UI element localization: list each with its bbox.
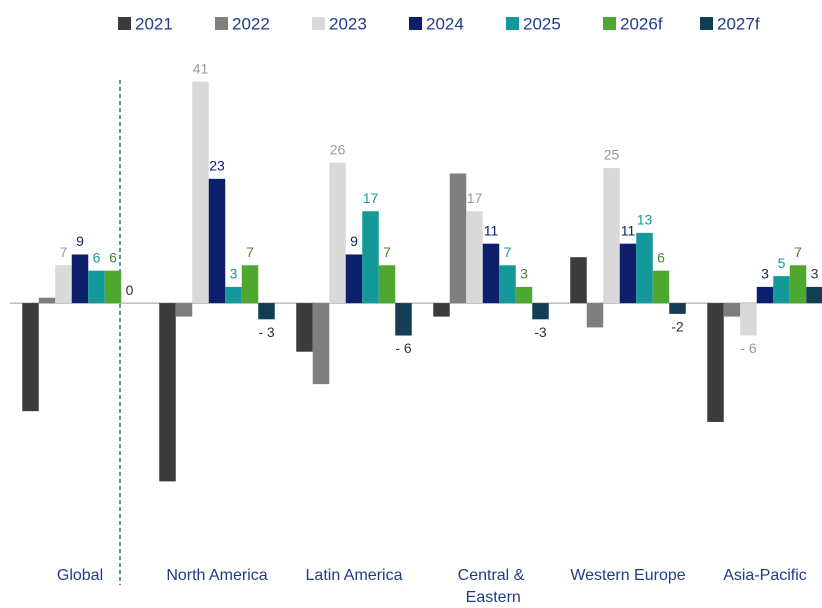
legend-swatch — [409, 17, 422, 30]
bar — [378, 265, 396, 304]
bar — [312, 303, 330, 385]
bar — [258, 303, 275, 320]
bar — [515, 286, 533, 304]
bar — [55, 265, 72, 304]
bar — [296, 303, 313, 352]
data-label: 7 — [60, 244, 68, 260]
bar — [707, 303, 724, 422]
data-label: 11 — [484, 222, 499, 238]
bar — [192, 81, 209, 304]
data-label: 5 — [778, 255, 786, 271]
bar — [449, 173, 467, 304]
legend-label: 2025 — [523, 14, 561, 33]
data-label: 6 — [93, 249, 101, 265]
bar — [71, 254, 89, 304]
bar — [241, 265, 259, 304]
bar — [208, 178, 226, 304]
data-label: 3 — [811, 266, 819, 282]
legend-label: 2023 — [329, 14, 367, 33]
data-label: 7 — [504, 244, 512, 260]
data-label: 17 — [467, 190, 483, 206]
data-label: 9 — [350, 233, 358, 249]
data-label: 7 — [794, 244, 802, 260]
x-tick-label: Western Europe — [570, 567, 685, 584]
legend-label: 2022 — [232, 14, 270, 33]
data-label: 7 — [246, 244, 254, 260]
bar — [740, 303, 757, 336]
legend-swatch — [700, 17, 713, 30]
bar — [636, 232, 653, 304]
x-tick-label: Latin America — [306, 567, 403, 584]
bar — [570, 257, 587, 304]
bar — [669, 303, 686, 314]
legend-label: 2027f — [717, 14, 760, 33]
bar — [773, 276, 790, 304]
x-tick-label: Global — [57, 567, 103, 584]
legend-swatch — [603, 17, 616, 30]
bar — [619, 243, 637, 304]
bar — [362, 211, 379, 304]
data-label: 26 — [330, 141, 346, 157]
data-label: - 6 — [740, 340, 757, 356]
bar — [433, 303, 450, 317]
data-label: 3 — [230, 266, 238, 282]
bar — [88, 270, 105, 304]
data-label: - 3 — [258, 324, 275, 340]
legend-swatch — [118, 17, 131, 30]
data-label: 7 — [383, 244, 391, 260]
bar — [586, 303, 604, 328]
bar — [38, 297, 56, 304]
legend-label: 2026f — [620, 14, 663, 33]
data-label: 41 — [193, 60, 209, 76]
data-label: 0 — [126, 282, 134, 298]
bar — [104, 270, 122, 304]
bar — [345, 254, 363, 304]
bar — [652, 270, 670, 304]
bar — [329, 162, 346, 304]
bar — [22, 303, 39, 412]
legend-swatch — [215, 17, 228, 30]
legend-label: 2024 — [426, 14, 464, 33]
x-tick-label: North America — [166, 567, 267, 584]
bar — [395, 303, 412, 336]
bar — [723, 303, 741, 317]
bar — [466, 211, 483, 304]
x-tick-label: Central & Eastern Europe — [458, 567, 525, 608]
legend-swatch — [312, 17, 325, 30]
data-label: 11 — [621, 222, 636, 238]
data-label: - 6 — [395, 340, 412, 356]
bar — [175, 303, 193, 317]
data-label: -2 — [671, 319, 684, 335]
x-tick-label: Asia-Pacific — [723, 567, 807, 584]
data-label: 3 — [520, 266, 528, 282]
data-label: 25 — [604, 147, 620, 163]
legend-swatch — [506, 17, 519, 30]
bar — [789, 265, 807, 304]
bar — [806, 286, 822, 304]
data-label: 13 — [637, 212, 653, 228]
data-label: 17 — [363, 190, 379, 206]
bar — [159, 303, 176, 482]
data-label: 3 — [761, 266, 769, 282]
bar — [499, 265, 516, 304]
data-label: 6 — [657, 249, 665, 265]
bar — [482, 243, 500, 304]
bar — [603, 168, 620, 304]
bar — [225, 286, 242, 304]
data-label: 23 — [209, 158, 225, 174]
data-label: 6 — [109, 249, 117, 265]
data-label: 9 — [76, 233, 84, 249]
bar — [532, 303, 549, 320]
data-label: -3 — [534, 324, 547, 340]
legend-label: 2021 — [135, 14, 173, 33]
bar — [756, 286, 774, 304]
